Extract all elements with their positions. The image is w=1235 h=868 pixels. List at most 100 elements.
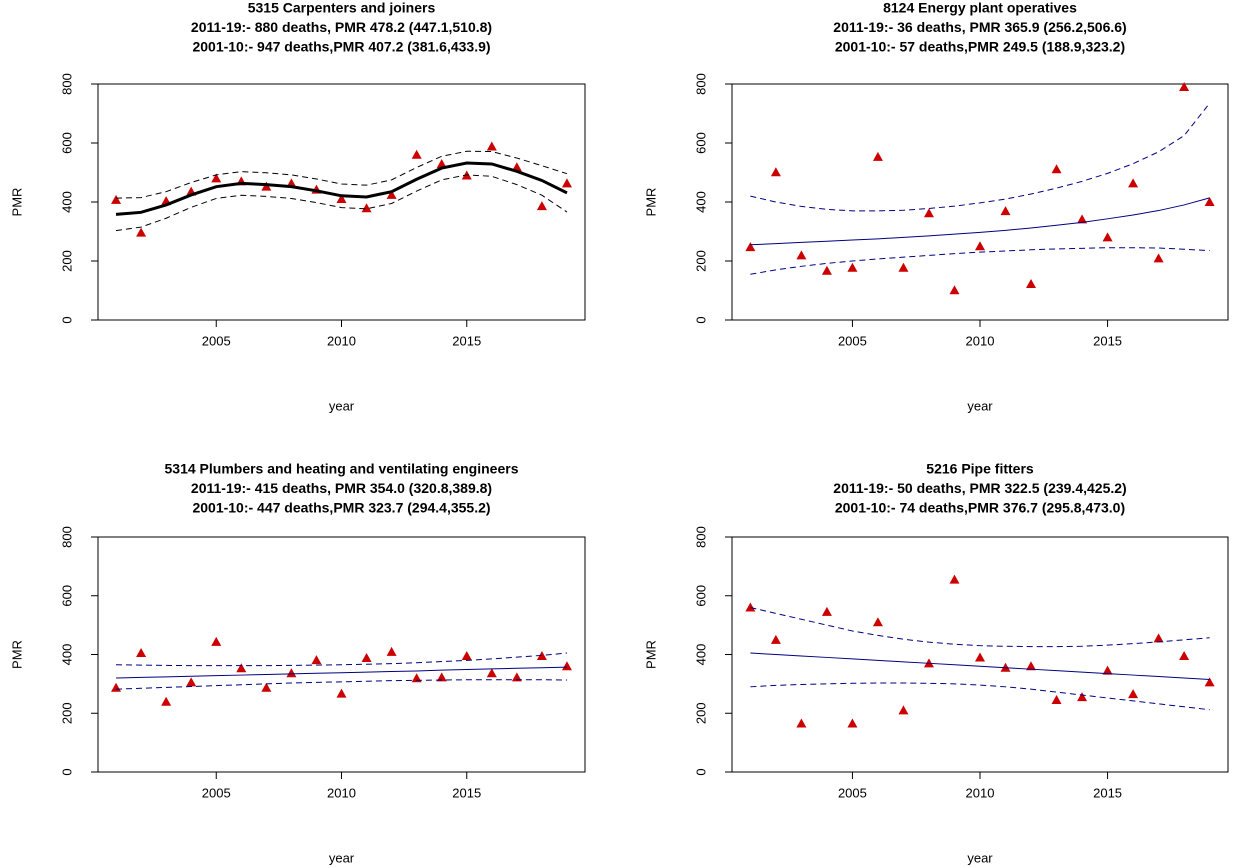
x-axis-label: year (329, 850, 355, 865)
data-point (161, 696, 172, 706)
confidence-line (750, 607, 1210, 648)
data-point (898, 262, 909, 272)
y-axis-label: PMR (9, 188, 24, 217)
data-point (386, 646, 397, 656)
data-point (1153, 633, 1164, 643)
data-point (1026, 661, 1037, 671)
data-point (386, 189, 397, 199)
data-point (136, 648, 147, 658)
x-axis-label: year (329, 398, 355, 413)
data-point (361, 653, 372, 663)
chart-title: 8124 Energy plant operatives (883, 0, 1077, 16)
data-point (898, 705, 909, 715)
y-tick-label: 600 (693, 132, 708, 154)
panel: 5314 Plumbers and heating and ventilatin… (9, 461, 586, 865)
data-point (536, 201, 547, 211)
y-tick-label: 200 (59, 250, 74, 272)
panel: 5315 Carpenters and joiners 2011-19:- 880… (9, 0, 586, 413)
chart-title: 5216 Pipe fitters (926, 461, 1034, 477)
data-point (111, 194, 122, 204)
x-tick-label: 2015 (1093, 785, 1122, 800)
data-point (1026, 279, 1037, 289)
y-tick-label: 800 (59, 73, 74, 95)
data-point (821, 265, 832, 275)
confidence-line (116, 652, 568, 667)
data-point (511, 672, 522, 682)
data-point (949, 285, 960, 295)
x-tick-label: 2005 (202, 333, 231, 348)
data-point (261, 682, 272, 692)
data-point (336, 194, 347, 204)
panel: 5216 Pipe fitters 2011-19:- 50 deaths, PM… (643, 461, 1229, 865)
confidence-line (116, 679, 567, 690)
y-tick-label: 200 (59, 702, 74, 724)
data-point (1051, 164, 1062, 174)
data-point (923, 208, 934, 218)
chart-subtitle: 2011-19:- 36 deaths, PMR 365.9 (256.2,50… (833, 19, 1126, 35)
x-tick-label: 2010 (327, 333, 356, 348)
data-point (770, 167, 781, 177)
confidence-line (750, 247, 1210, 275)
data-point (486, 668, 497, 678)
y-tick-label: 200 (693, 702, 708, 724)
y-tick-label: 600 (693, 585, 708, 607)
data-point (361, 203, 372, 213)
data-point (1179, 650, 1190, 660)
data-point (261, 181, 272, 191)
data-point (511, 162, 522, 172)
data-point (136, 227, 147, 237)
data-point (1128, 178, 1139, 188)
y-tick-label: 400 (693, 644, 708, 666)
data-point (1051, 695, 1062, 705)
data-point (1077, 214, 1088, 224)
data-point (336, 688, 347, 698)
chart-subtitle: 2011-19:- 880 deaths, PMR 478.2 (447.1,5… (191, 19, 492, 35)
x-tick-label: 2010 (966, 785, 995, 800)
y-tick-label: 600 (59, 585, 74, 607)
confidence-line (116, 150, 568, 199)
chart-subtitle: 2001-10:- 57 deaths,PMR 249.5 (188.9,323… (835, 39, 1125, 55)
data-point (486, 141, 497, 151)
data-point (311, 655, 322, 665)
data-point (186, 677, 197, 687)
x-tick-label: 2015 (452, 333, 481, 348)
data-point (1128, 689, 1139, 699)
chart-title: 5315 Carpenters and joiners (248, 0, 436, 16)
data-point (536, 650, 547, 660)
data-point (745, 242, 756, 252)
data-point (436, 158, 447, 168)
fit-line (116, 666, 567, 679)
panel: 8124 Energy plant operatives 2011-19:- 36… (643, 0, 1229, 413)
y-tick-label: 400 (59, 191, 74, 213)
data-point (236, 663, 247, 673)
chart-subtitle: 2011-19:- 415 deaths, PMR 354.0 (320.8,3… (191, 480, 492, 496)
fit-line (750, 652, 1210, 680)
data-point (821, 606, 832, 616)
y-tick-label: 600 (59, 132, 74, 154)
data-point (1102, 232, 1113, 242)
y-tick-label: 400 (59, 644, 74, 666)
x-tick-label: 2005 (838, 333, 867, 348)
fit-line (750, 197, 1210, 246)
data-point (872, 617, 883, 627)
chart-subtitle: 2011-19:- 50 deaths, PMR 322.5 (239.4,42… (833, 480, 1126, 496)
x-tick-label: 2010 (966, 333, 995, 348)
data-point (847, 718, 858, 728)
data-point (1077, 692, 1088, 702)
fit-line (115, 161, 568, 216)
x-tick-label: 2005 (202, 785, 231, 800)
chart-title: 5314 Plumbers and heating and ventilatin… (165, 461, 519, 477)
x-tick-label: 2010 (327, 785, 356, 800)
data-point (561, 178, 572, 188)
data-point (1179, 81, 1190, 91)
y-axis-label: PMR (643, 188, 658, 217)
confidence-line (115, 174, 568, 232)
data-point (211, 636, 222, 646)
chart-subtitle: 2001-10:- 447 deaths,PMR 323.7 (294.4,35… (192, 500, 490, 516)
x-axis-label: year (967, 398, 993, 413)
data-point (796, 250, 807, 260)
confidence-line (750, 682, 1210, 711)
data-point (461, 650, 472, 660)
